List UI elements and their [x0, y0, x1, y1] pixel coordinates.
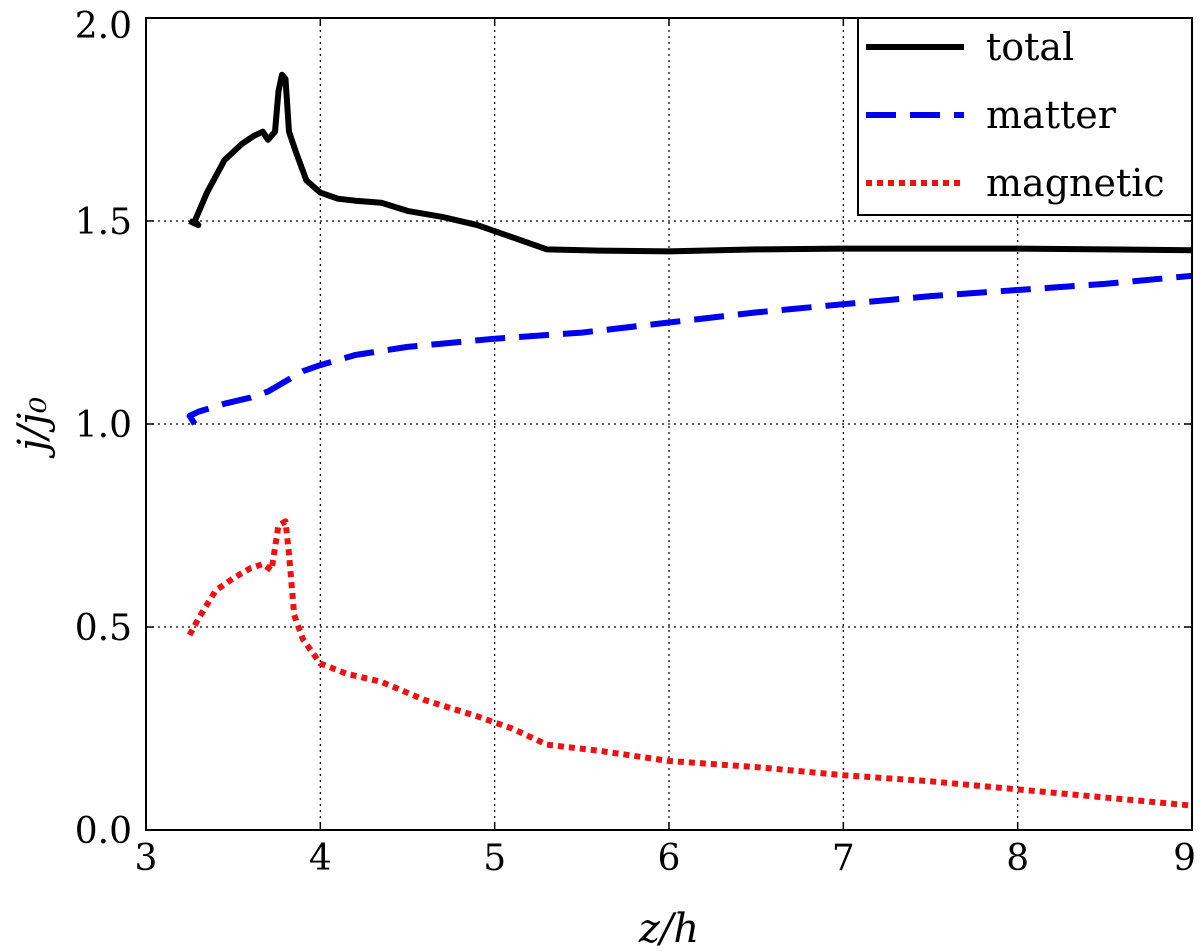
x-axis-label: z/h	[638, 906, 699, 951]
series-line-total	[188, 71, 1193, 255]
x-tick-label: 4	[309, 838, 332, 879]
axis-ticks: 3 4 5 6 7 8 9 0.0 0.5 1.0 1.5 2.0	[75, 6, 1196, 879]
x-tick-label: 6	[658, 838, 681, 879]
plot-series	[186, 71, 1193, 809]
y-tick-label: 0.0	[75, 811, 132, 852]
x-tick-label: 3	[135, 838, 158, 879]
grid	[146, 18, 1192, 830]
y-axis-label: j/j₀	[10, 397, 56, 459]
x-tick-label: 5	[483, 838, 506, 879]
y-tick-label: 0.5	[75, 608, 132, 649]
legend-label-magnetic: magnetic	[986, 161, 1165, 205]
legend: total matter magnetic	[857, 17, 1193, 216]
legend-label-matter: matter	[986, 93, 1117, 137]
x-tick-label: 7	[832, 838, 855, 879]
x-tick-label: 8	[1006, 838, 1029, 879]
y-tick-label: 1.5	[75, 202, 132, 243]
y-tick-label: 2.0	[75, 6, 132, 47]
series-line-matter	[186, 272, 1193, 426]
legend-label-total: total	[986, 25, 1074, 69]
y-tick-label: 1.0	[75, 405, 132, 446]
x-tick-label: 9	[1173, 838, 1196, 879]
series-line-magnetic	[186, 518, 1193, 809]
